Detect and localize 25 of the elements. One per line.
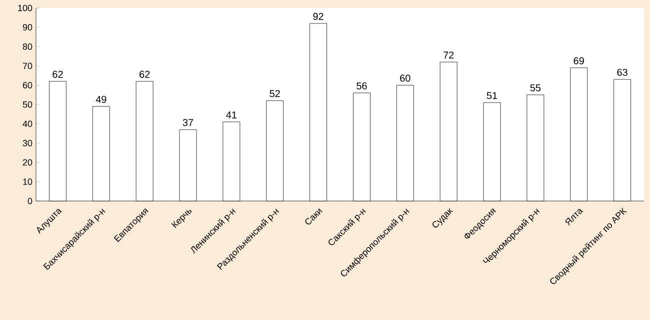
data-label: 60 [400,74,410,82]
data-label: 92 [313,12,324,20]
y-tick-label: 0 [28,198,32,204]
y-tick-label: 70 [22,62,32,70]
y-tick-label: 10 [23,178,32,185]
data-label: 52 [270,90,280,98]
y-tick-label: 60 [22,82,32,88]
y-tick-label: 40 [22,120,32,127]
data-label: 69 [574,57,584,64]
y-tick-label: 20 [22,159,32,166]
y-tick-label: 30 [22,140,32,146]
y-tick-label: 50 [22,101,32,108]
data-label: 37 [182,119,194,126]
data-label: 72 [444,52,454,59]
data-label: 62 [52,70,63,78]
data-label: 63 [617,68,628,76]
y-tick-label: 90 [22,24,32,30]
data-label: 56 [356,82,367,90]
data-label: 55 [530,84,541,92]
y-tick-label: 80 [22,43,32,50]
data-label: 62 [140,70,150,78]
data-label: 49 [96,96,106,103]
y-tick-label: 100 [18,4,32,12]
data-label: 41 [226,111,236,118]
data-label: 51 [486,92,498,100]
